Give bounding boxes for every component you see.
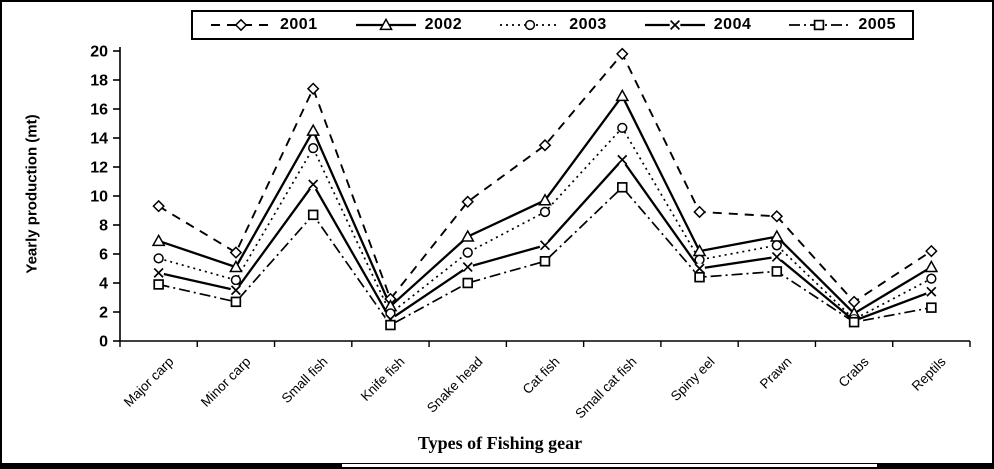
legend-item-2001: 2001 <box>209 16 318 34</box>
figure-bottom-rule-gap <box>342 464 877 467</box>
legend-label-2001: 2001 <box>280 16 318 33</box>
legend-item-2002: 2002 <box>354 16 463 34</box>
y-tick-label: 12 <box>90 160 108 177</box>
y-tick-label: 16 <box>90 102 108 119</box>
y-tick-label: 14 <box>90 131 108 148</box>
chart-canvas: 0 2 4 6 8 10 12 14 16 18 20 <box>90 44 971 351</box>
y-tick-label: 0 <box>99 334 108 351</box>
y-axis-title: Yearly production (mt) <box>23 114 41 274</box>
series-markers-2001 <box>152 47 938 309</box>
x-axis-title: Types of Fishing gear <box>417 433 583 453</box>
y-tick-label: 2 <box>99 305 108 322</box>
y-tick-label: 18 <box>90 73 108 90</box>
legend-label-2002: 2002 <box>424 16 463 33</box>
legend-swatch-diamond-icon <box>211 18 271 32</box>
series-markers-2003 <box>153 122 937 325</box>
legend-label-2003: 2003 <box>569 16 607 33</box>
series-markers-2004 <box>153 154 937 327</box>
legend-swatch-triangle-icon <box>355 17 416 31</box>
series-line-2003 <box>158 126 932 321</box>
legend-label-2004: 2004 <box>713 16 752 33</box>
series-line-2001 <box>158 52 932 304</box>
series-markers-2005 <box>153 182 937 331</box>
y-tick-label: 20 <box>90 44 108 61</box>
legend-item-2003: 2003 <box>498 16 607 34</box>
legend-swatch-square-icon <box>789 19 850 31</box>
legend-label-2005: 2005 <box>858 16 896 33</box>
legend-item-2005: 2005 <box>787 16 896 34</box>
legend-swatch-circle-icon <box>500 19 561 31</box>
legend-item-2004: 2004 <box>643 16 752 34</box>
legend-box: 2001 2002 2003 2004 2005 <box>191 10 914 40</box>
y-tick-label: 4 <box>99 276 108 293</box>
legend-swatch-x-icon <box>644 19 705 31</box>
series-markers-2002 <box>151 88 939 319</box>
y-tick-label: 10 <box>90 189 108 206</box>
y-tick-label: 6 <box>99 247 108 264</box>
y-tick-label: 8 <box>99 218 108 235</box>
